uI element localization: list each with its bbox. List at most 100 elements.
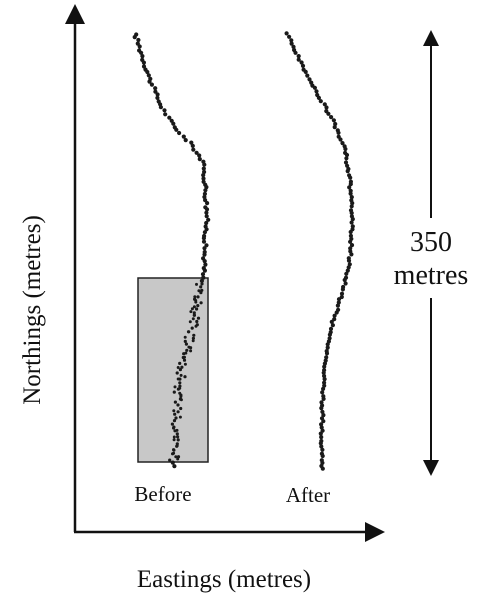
after-track-point bbox=[307, 77, 312, 82]
after-track-point bbox=[348, 191, 353, 196]
before-track-point bbox=[188, 320, 192, 324]
before-track-point bbox=[195, 307, 199, 311]
before-track-point bbox=[192, 305, 196, 309]
before-track-point bbox=[190, 326, 194, 330]
after-track-point bbox=[350, 217, 355, 222]
before-track-point bbox=[203, 198, 208, 203]
after-track-point bbox=[336, 297, 342, 302]
after-track-point bbox=[343, 160, 349, 165]
after-track-point bbox=[293, 50, 298, 55]
before-track-point bbox=[192, 333, 196, 337]
before-track-point bbox=[178, 361, 182, 365]
before-track-point bbox=[194, 300, 198, 304]
after-track-point bbox=[320, 453, 325, 459]
before-track-point bbox=[173, 385, 177, 389]
after-track-point bbox=[287, 34, 292, 39]
after-track-point bbox=[340, 141, 345, 146]
after-track-point bbox=[322, 102, 327, 107]
before-track-point bbox=[173, 412, 177, 416]
after-track-point bbox=[329, 115, 334, 120]
before-label: Before bbox=[134, 482, 191, 506]
after-track-point bbox=[320, 409, 325, 414]
before-track-point bbox=[136, 37, 141, 43]
after-track-point bbox=[300, 63, 306, 68]
after-track-point bbox=[346, 258, 352, 263]
after-track-point bbox=[340, 287, 345, 292]
before-track-point bbox=[196, 316, 201, 320]
after-track-point bbox=[289, 38, 294, 43]
before-track-point bbox=[200, 272, 206, 277]
before-track-point bbox=[201, 173, 206, 178]
after-track-point bbox=[344, 152, 350, 158]
after-track-point bbox=[322, 364, 327, 369]
before-track-point bbox=[176, 366, 180, 369]
before-track-point bbox=[170, 422, 174, 426]
after-track-point bbox=[321, 370, 326, 375]
before-track-point bbox=[181, 134, 186, 139]
before-track-point bbox=[199, 278, 204, 283]
before-track-point bbox=[162, 108, 167, 113]
before-track-point bbox=[189, 349, 193, 353]
after-track-point bbox=[324, 105, 329, 110]
before-track-point bbox=[201, 239, 207, 244]
before-track-point bbox=[184, 342, 188, 346]
after-track-point bbox=[322, 373, 327, 379]
after-track bbox=[284, 31, 355, 471]
before-track-point bbox=[201, 275, 206, 280]
after-track-point bbox=[284, 31, 289, 36]
before-track-point bbox=[187, 345, 191, 349]
before-track-point bbox=[172, 435, 176, 439]
scale-unit: metres bbox=[394, 260, 469, 291]
before-track-point bbox=[193, 295, 197, 299]
before-track-point bbox=[200, 282, 204, 286]
after-track-point bbox=[344, 271, 349, 276]
after-track-point bbox=[305, 73, 310, 78]
before-track-point bbox=[176, 403, 180, 407]
before-track-point bbox=[185, 348, 189, 352]
before-track bbox=[132, 32, 211, 469]
before-track-point bbox=[189, 310, 193, 314]
after-track-point bbox=[324, 355, 329, 360]
before-track-point bbox=[184, 351, 188, 355]
before-track-point bbox=[206, 217, 211, 222]
before-track-point bbox=[199, 291, 203, 295]
before-track-point bbox=[202, 252, 207, 257]
before-track-point bbox=[197, 153, 202, 158]
before-track-point bbox=[176, 435, 180, 439]
before-track-point bbox=[195, 282, 198, 286]
before-track-point bbox=[199, 301, 203, 305]
after-track-point bbox=[289, 41, 294, 46]
after-track-point bbox=[320, 447, 325, 452]
before-track-point bbox=[183, 375, 187, 379]
before-track-point bbox=[137, 44, 142, 49]
after-track-point bbox=[335, 303, 340, 308]
after-track-point bbox=[345, 169, 350, 174]
after-track-point bbox=[328, 326, 334, 331]
after-track-point bbox=[321, 419, 326, 424]
before-track-point bbox=[179, 398, 183, 402]
before-track-point bbox=[173, 400, 177, 404]
before-track-point bbox=[172, 464, 177, 469]
before-track-point bbox=[177, 130, 182, 136]
before-track-point bbox=[202, 230, 207, 235]
after-track-point bbox=[312, 85, 317, 90]
before-track-point bbox=[201, 166, 206, 171]
after-track-point bbox=[322, 380, 327, 385]
before-track-point bbox=[204, 220, 209, 226]
before-track-point bbox=[183, 362, 187, 366]
after-track-point bbox=[318, 99, 323, 104]
before-track-point bbox=[168, 458, 172, 462]
before-track-point bbox=[176, 457, 180, 461]
before-track-point bbox=[191, 339, 195, 343]
before-track-point bbox=[204, 214, 209, 219]
after-track-point bbox=[314, 89, 319, 94]
after-track-point bbox=[299, 60, 304, 65]
before-track-point bbox=[202, 246, 207, 251]
before-track-point bbox=[194, 150, 199, 155]
after-track-point bbox=[348, 239, 353, 244]
after-track-point bbox=[344, 156, 349, 161]
before-track-point bbox=[176, 438, 180, 442]
before-track-point bbox=[170, 460, 175, 465]
before-track-point bbox=[196, 304, 200, 308]
before-track-point bbox=[191, 147, 196, 152]
